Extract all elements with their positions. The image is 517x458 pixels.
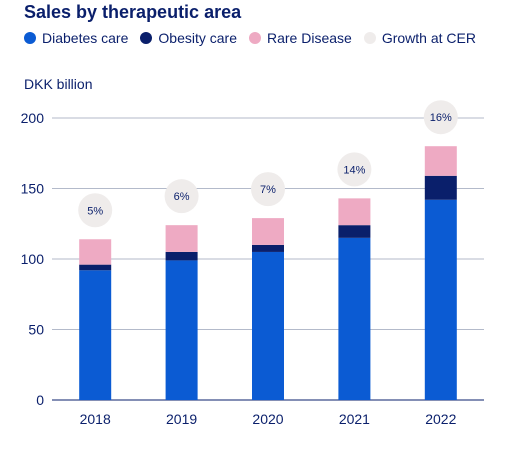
bar-segment-rare-disease <box>79 239 112 265</box>
growth-label: 7% <box>260 184 276 196</box>
bar-segment-rare-disease <box>424 146 457 176</box>
bar-segment-rare-disease <box>252 218 284 245</box>
legend: Diabetes care Obesity care Rare Disease … <box>24 30 476 46</box>
x-tick-label: 2020 <box>252 411 283 427</box>
growth-bubble <box>251 172 285 207</box>
growth-bubble <box>423 100 458 135</box>
bar-segment-diabetes <box>424 199 457 400</box>
legend-label-rare-disease: Rare Disease <box>266 30 352 46</box>
growth-bubble <box>78 193 113 228</box>
y-tick-label: 0 <box>36 392 44 408</box>
legend-swatch-rare-disease <box>248 32 261 44</box>
y-tick-label: 50 <box>28 322 44 338</box>
legend-swatch-diabetes <box>24 32 36 44</box>
y-axis-unit-label: DKK billion <box>24 76 93 92</box>
bar-segment-obesity <box>424 175 457 200</box>
legend-swatch-growth <box>363 32 376 44</box>
legend-item-diabetes: Diabetes care <box>24 30 128 46</box>
legend-item-rare-disease: Rare Disease <box>248 30 352 46</box>
x-tick-label: 2022 <box>425 411 456 427</box>
growth-bubble <box>337 152 372 187</box>
bar-segment-obesity <box>79 264 112 271</box>
chart-title: Sales by therapeutic area <box>24 2 242 22</box>
bar-segment-obesity <box>165 251 198 261</box>
y-tick-label: 150 <box>21 181 45 197</box>
growth-label: 14% <box>343 164 365 176</box>
legend-item-growth: Growth at CER <box>363 30 476 46</box>
growth-bubble <box>164 179 199 214</box>
bar-segment-rare-disease <box>165 225 198 252</box>
legend-item-obesity: Obesity care <box>140 30 237 46</box>
y-tick-label: 200 <box>21 110 45 126</box>
legend-label-diabetes: Diabetes care <box>42 30 129 46</box>
bar-segment-obesity <box>338 225 371 238</box>
growth-label: 6% <box>174 191 190 203</box>
bar-segment-diabetes <box>252 251 284 400</box>
bar-segment-diabetes <box>165 260 198 400</box>
bar-segment-rare-disease <box>338 198 371 226</box>
y-tick-label: 100 <box>21 251 45 267</box>
x-tick-label: 2018 <box>80 411 111 427</box>
growth-label: 5% <box>87 205 103 217</box>
legend-swatch-obesity <box>140 32 153 44</box>
x-tick-label: 2019 <box>166 411 197 427</box>
legend-label-growth: Growth at CER <box>381 30 476 46</box>
bar-segment-obesity <box>252 244 284 252</box>
legend-label-obesity: Obesity care <box>158 30 237 46</box>
bar-segment-diabetes <box>338 237 371 400</box>
bar-segment-diabetes <box>79 270 112 400</box>
x-tick-label: 2021 <box>339 411 370 427</box>
growth-label: 16% <box>430 112 452 124</box>
